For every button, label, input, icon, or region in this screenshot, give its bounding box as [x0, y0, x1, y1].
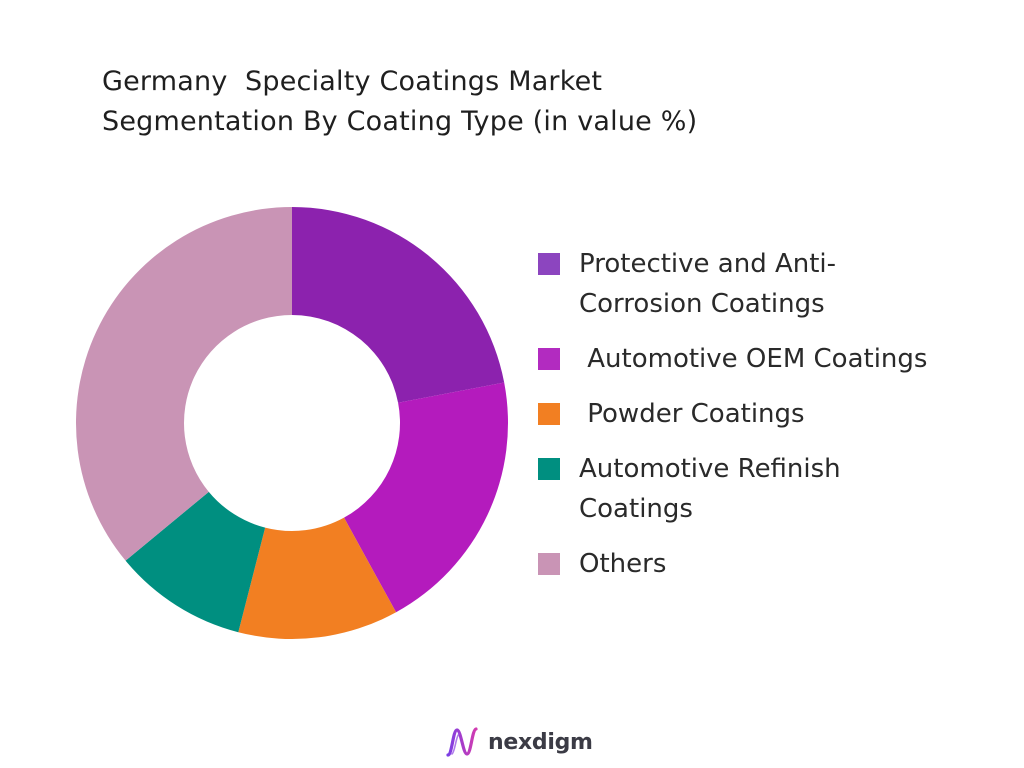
nexdigm-logo-icon: [446, 727, 478, 757]
legend-item: Powder Coatings: [538, 394, 1008, 434]
legend-item: Automotive Refinish Coatings: [538, 449, 1008, 529]
legend-label: Others: [579, 549, 667, 579]
chart-title: Germany Specialty Coatings Market Segmen…: [102, 62, 902, 142]
donut-slice-2: [344, 382, 508, 613]
legend-label: Automotive OEM Coatings: [579, 344, 928, 374]
chart-legend: Protective and Anti- Corrosion Coatings A…: [538, 244, 1008, 599]
nexdigm-logo: nexdigm: [444, 722, 593, 762]
chart-title-line-1: Germany Specialty Coatings Market: [102, 66, 603, 97]
legend-label: Coatings: [579, 494, 693, 524]
donut-chart: [75, 207, 508, 639]
legend-label: Automotive Refinish: [579, 454, 841, 484]
legend-swatch: [538, 403, 560, 425]
legend-item: Automotive OEM Coatings: [538, 339, 1008, 379]
chart-title-line-2: Segmentation By Coating Type (in value %…: [102, 106, 698, 137]
donut-slice-4: [125, 491, 266, 633]
donut-slice-3: [238, 517, 397, 639]
legend-label: Protective and Anti-: [579, 249, 837, 279]
legend-swatch: [538, 253, 560, 275]
legend-item: Protective and Anti- Corrosion Coatings: [538, 244, 1008, 324]
nexdigm-wordmark: nexdigm: [488, 729, 593, 755]
legend-swatch: [538, 458, 560, 480]
legend-label: Corrosion Coatings: [579, 289, 825, 319]
legend-swatch: [538, 553, 560, 575]
donut-slice-1: [292, 207, 505, 403]
legend-swatch: [538, 348, 560, 370]
legend-label: Powder Coatings: [579, 399, 805, 429]
legend-item: Others: [538, 544, 1008, 584]
donut-slice-5: [75, 207, 292, 561]
